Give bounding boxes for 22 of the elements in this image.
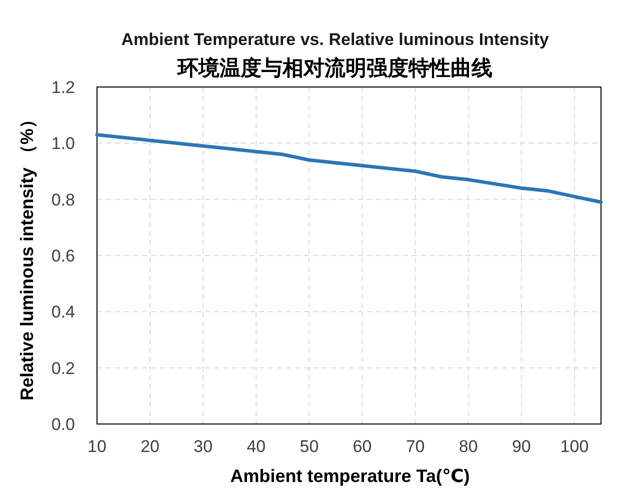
chart-title: Ambient Temperature vs. Relative luminous Intensity [121, 30, 550, 49]
y-tick-label: 0.2 [51, 358, 75, 378]
x-tick-label: 80 [458, 437, 478, 456]
x-tick-label: 40 [246, 437, 266, 456]
y-axis-title: Relative luminous intensity （%） [17, 110, 37, 401]
y-tick-label: 0.8 [51, 190, 75, 210]
y-tick-label: 1.0 [51, 134, 75, 154]
y-tick-label: 0.4 [51, 302, 75, 322]
x-tick-label: 20 [140, 437, 160, 456]
line-series [95, 132, 603, 204]
x-tick-label: 50 [300, 437, 319, 456]
x-tick-label: 30 [194, 437, 213, 456]
x-axis-title: Ambient temperature Ta(℃) [230, 466, 470, 486]
y-tick-label: 0.6 [51, 246, 75, 266]
x-tick-label: 70 [406, 437, 425, 456]
x-tick-label: 90 [512, 437, 531, 456]
chart-subtitle: 环境温度与相对流明强度特性曲线 [176, 56, 492, 80]
x-tick-label: 60 [352, 437, 372, 456]
x-tick-label: 100 [560, 437, 589, 456]
x-tick-label: 10 [88, 437, 106, 456]
y-tick-label: 1.2 [51, 78, 75, 97]
y-tick-label: 0.0 [51, 415, 75, 434]
